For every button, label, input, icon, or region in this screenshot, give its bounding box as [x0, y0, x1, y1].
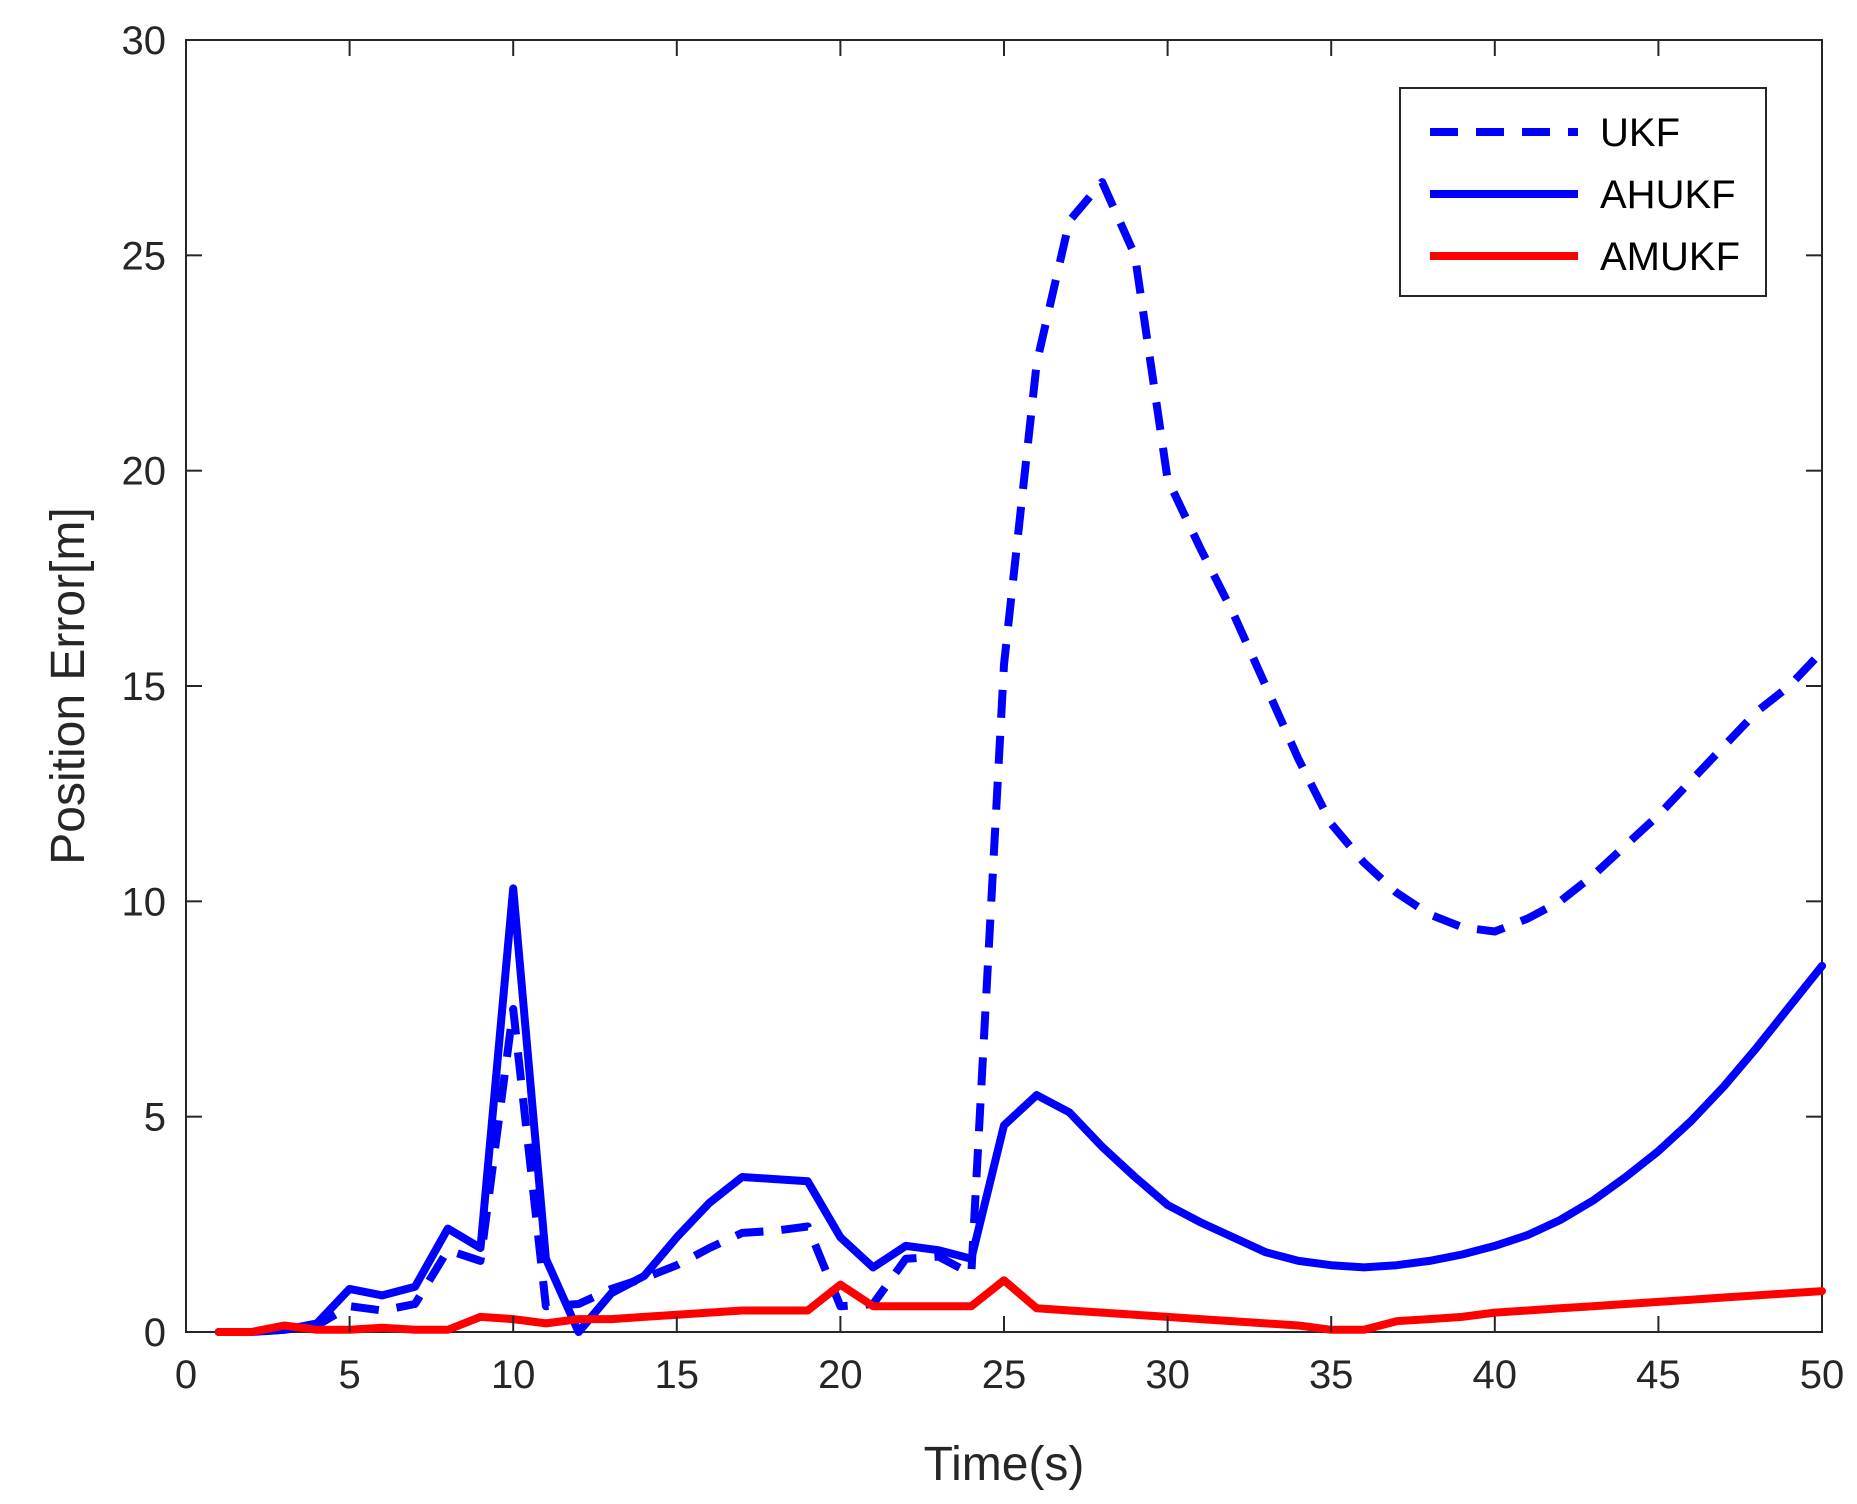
- x-tick-label: 45: [1636, 1353, 1681, 1397]
- y-tick-label: 15: [122, 665, 167, 709]
- series-line-amukf: [214, 1276, 1826, 1336]
- x-tick-label: 0: [175, 1353, 197, 1397]
- series-line-ahukf: [214, 884, 1826, 1336]
- y-tick-label: 20: [122, 450, 167, 494]
- x-tick-label: 15: [655, 1353, 700, 1397]
- legend: UKF AHUKF AMUKF: [1399, 87, 1767, 297]
- axes-layer: 0 5 10 15 20 25 30 35 40 45 50 0 5 10 15 20 25 30: [122, 19, 1845, 1397]
- y-tick-label: 0: [144, 1311, 166, 1355]
- legend-label-ukf: UKF: [1600, 111, 1680, 155]
- x-axis-title: Time(s): [924, 1438, 1085, 1491]
- y-tick-label: 25: [122, 234, 167, 278]
- legend-label-amukf: AMUKF: [1600, 235, 1740, 279]
- legend-label-ahukf: AHUKF: [1600, 173, 1736, 217]
- y-axis-title: Position Error[m]: [42, 507, 95, 864]
- x-tick-label: 30: [1145, 1353, 1190, 1397]
- y-tick-label: 30: [122, 19, 167, 63]
- x-tick-label: 20: [818, 1353, 863, 1397]
- x-tick-label: 10: [491, 1353, 536, 1397]
- x-tick-label: 5: [338, 1353, 360, 1397]
- x-tick-label: 50: [1800, 1353, 1845, 1397]
- x-tick-label: 25: [982, 1353, 1027, 1397]
- y-tick-label: 10: [122, 880, 167, 924]
- series-layer: [214, 178, 1826, 1336]
- x-tick-label: 40: [1473, 1353, 1518, 1397]
- y-tick-label: 5: [144, 1096, 166, 1140]
- x-tick-label: 35: [1309, 1353, 1354, 1397]
